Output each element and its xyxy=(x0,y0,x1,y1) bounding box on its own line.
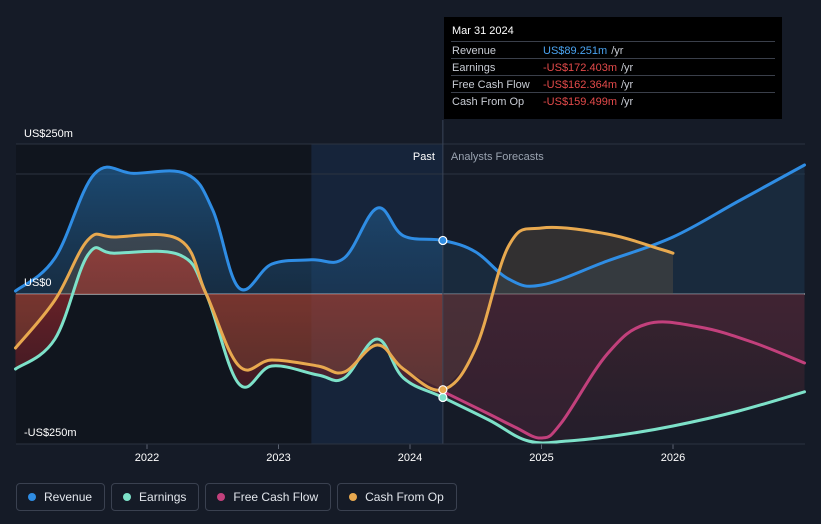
earnings-dot-icon xyxy=(123,493,132,501)
past-label: Past xyxy=(413,151,435,163)
tooltip-value-revenue: US$89.251m xyxy=(543,45,608,57)
x-tick-label: 2023 xyxy=(266,452,290,464)
free-cash-flow-dot-icon xyxy=(217,493,226,501)
legend-item-revenue[interactable]: Revenue xyxy=(16,483,106,511)
x-tick-label: 2022 xyxy=(135,452,159,464)
tooltip-label-cash-from-op: Cash From Op xyxy=(452,96,525,108)
cash-from-op-marker[interactable] xyxy=(438,385,448,395)
y-label-zero: US$0 xyxy=(24,277,52,289)
tooltip-row-revenue: Revenue US$89.251m/yr xyxy=(451,41,775,59)
y-label-bottom: -US$250m xyxy=(24,427,77,439)
tooltip-unit-earnings: /yr xyxy=(621,62,634,74)
earnings-area-past xyxy=(15,247,443,398)
revenue-area-forecast xyxy=(442,165,805,294)
legend-label-earnings: Earnings xyxy=(139,490,187,504)
tooltip-row-earnings: Earnings -US$172.403m/yr xyxy=(451,58,775,76)
forecast-label: Analysts Forecasts xyxy=(451,151,544,163)
tooltip-row-cash-from-op: Cash From Op -US$159.499m/yr xyxy=(451,92,775,110)
tooltip-date: Mar 31 2024 xyxy=(452,25,514,37)
legend-label-cash-from-op: Cash From Op xyxy=(365,490,444,504)
tooltip-value-earnings: -US$172.403m xyxy=(543,62,617,74)
tooltip-label-revenue: Revenue xyxy=(452,45,497,57)
earnings-marker[interactable] xyxy=(438,392,448,403)
x-tick-label: 2026 xyxy=(661,452,685,464)
tooltip-unit-free-cash-flow: /yr xyxy=(621,79,634,91)
free-cash-flow-line xyxy=(441,320,806,440)
legend-label-revenue: Revenue xyxy=(44,490,93,504)
x-tick-label: 2025 xyxy=(529,452,553,464)
chart-legend: Revenue Earnings Free Cash Flow Cash Fro… xyxy=(16,483,463,511)
tooltip-unit-cash-from-op: /yr xyxy=(621,96,634,108)
chart-tooltip: Mar 31 2024 Revenue US$89.251m/yr Earnin… xyxy=(444,17,782,119)
legend-item-earnings[interactable]: Earnings xyxy=(111,483,200,511)
cash-from-op-area-past xyxy=(15,234,443,390)
tooltip-label-free-cash-flow: Free Cash Flow xyxy=(452,79,530,91)
legend-item-cash-from-op[interactable]: Cash From Op xyxy=(337,483,457,511)
x-tick-label: 2024 xyxy=(398,452,422,464)
revenue-line xyxy=(14,163,806,293)
tooltip-value-cash-from-op: -US$159.499m xyxy=(543,96,617,108)
tooltip-value-free-cash-flow: -US$162.364m xyxy=(543,79,617,91)
legend-item-free-cash-flow[interactable]: Free Cash Flow xyxy=(205,483,332,511)
revenue-marker[interactable] xyxy=(438,235,448,246)
tooltip-row-free-cash-flow: Free Cash Flow -US$162.364m/yr xyxy=(451,75,775,93)
tooltip-label-earnings: Earnings xyxy=(452,62,496,74)
revenue-dot-icon xyxy=(28,493,36,501)
legend-label-free-cash-flow: Free Cash Flow xyxy=(233,490,319,504)
tooltip-unit-revenue: /yr xyxy=(611,45,624,57)
y-label-top: US$250m xyxy=(24,128,73,140)
cash-from-op-dot-icon xyxy=(349,493,358,501)
cash-from-op-line xyxy=(14,225,675,392)
